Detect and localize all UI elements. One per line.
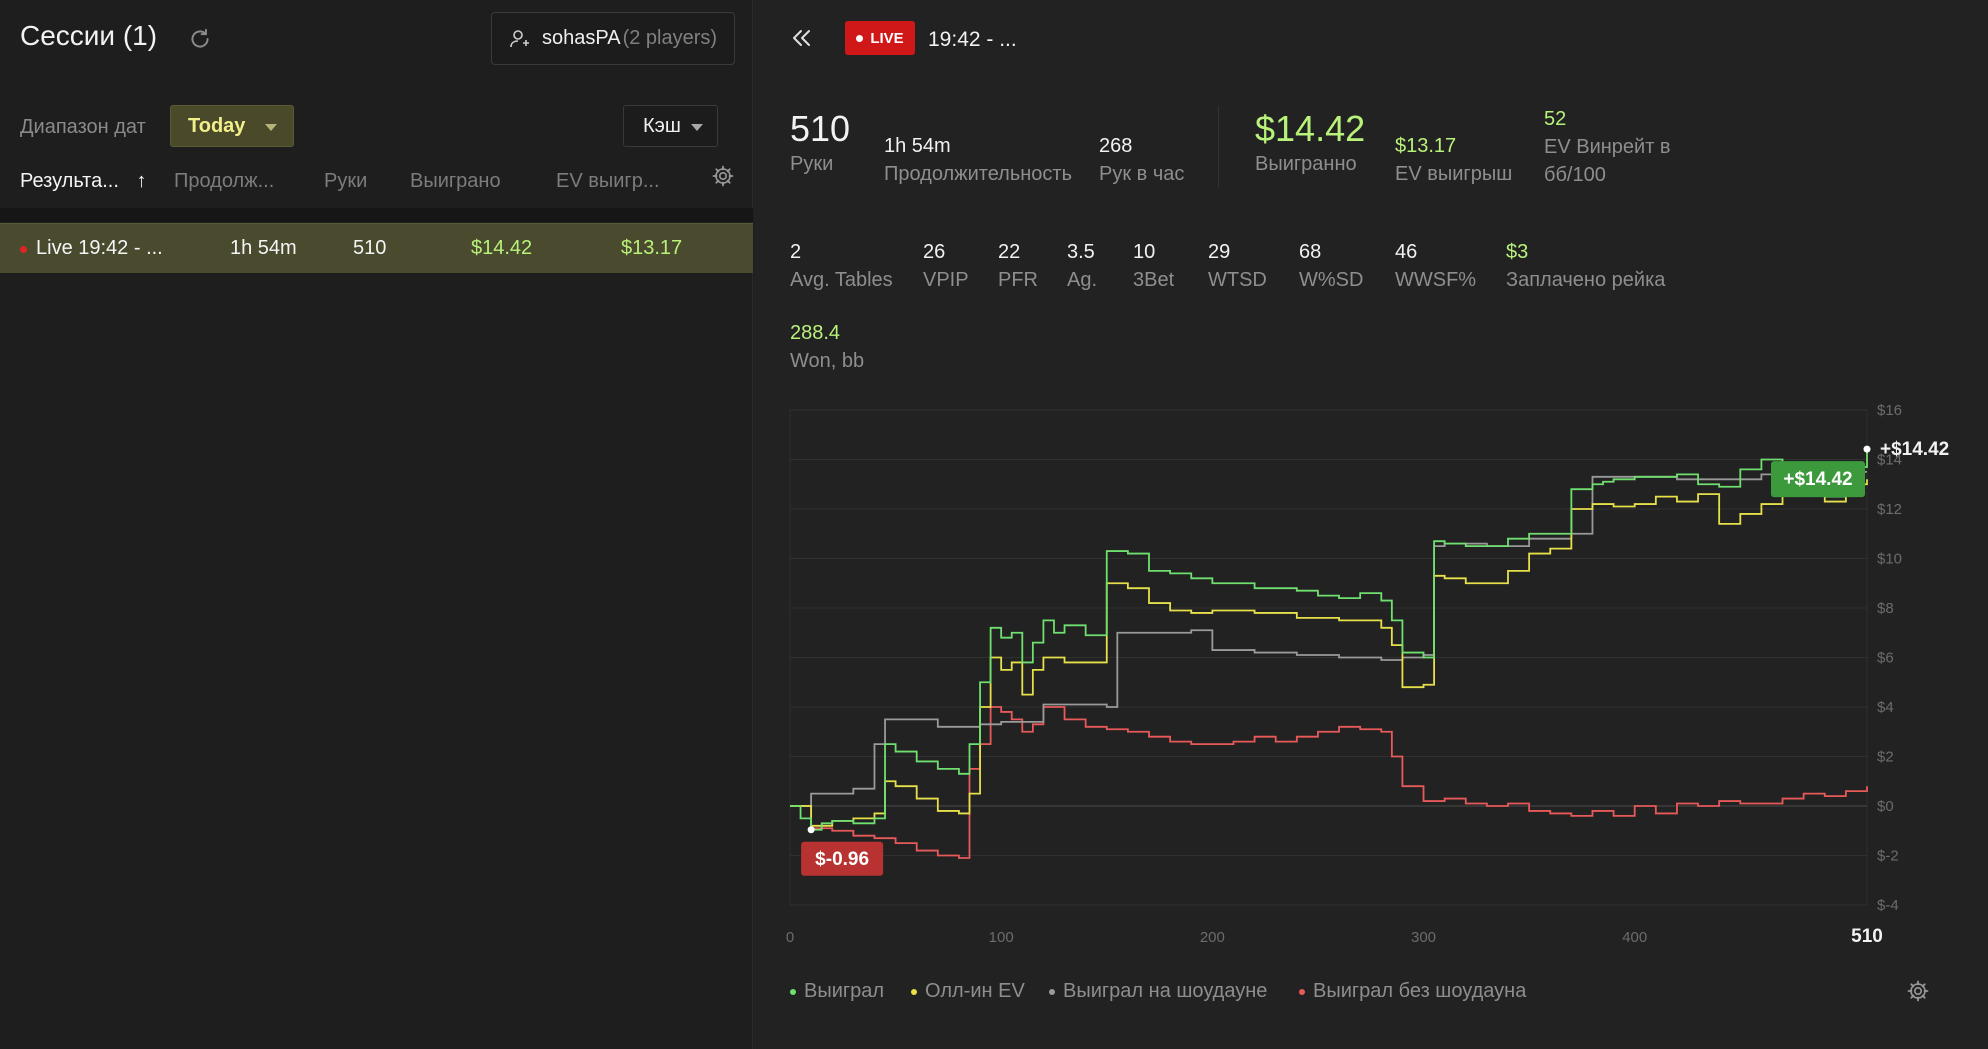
stat-ev-winrate: 52 EV Винрейт в бб/100 xyxy=(1544,108,1671,186)
min-label-box xyxy=(801,841,884,876)
sessions-title: Сессии (1) xyxy=(20,20,158,51)
column-header-duration[interactable]: Продолж... xyxy=(174,170,275,192)
min-point xyxy=(807,826,815,834)
series-line xyxy=(790,449,1868,831)
legend-dot-icon xyxy=(1299,988,1305,995)
max-label-box xyxy=(1771,461,1865,498)
chevron-down-icon xyxy=(265,124,277,131)
y-tick-label: $16 xyxy=(1877,402,1902,419)
legend-dot-icon xyxy=(1049,988,1055,995)
legend-item-allin-ev[interactable]: Олл-ин EV xyxy=(911,980,1025,1003)
x-tick-label: 300 xyxy=(1411,929,1436,946)
stat-pfr: 22 PFR xyxy=(998,241,1038,291)
collapse-icon[interactable] xyxy=(790,28,814,48)
x-tick-label: 100 xyxy=(989,929,1014,946)
player-count: (2 players) xyxy=(622,27,718,49)
series-line xyxy=(790,468,1868,827)
legend-item-won[interactable]: Выиграл xyxy=(790,980,884,1003)
stat-hands: 510 Руки xyxy=(790,108,851,175)
stat-hands-per-hour: 268 Рук в час xyxy=(1099,135,1185,185)
y-tick-label: $6 xyxy=(1877,650,1894,667)
stat-vpip: 26 VPIP xyxy=(923,241,969,291)
stat-ev-won: $13.17 EV выигрыш xyxy=(1395,135,1513,185)
chart-settings-gear-icon[interactable] xyxy=(1906,979,1930,1003)
player-name: sohasPA xyxy=(542,27,621,49)
column-header-result[interactable]: Результа... ↑ xyxy=(20,170,147,192)
y-tick-label: $0 xyxy=(1877,798,1894,815)
end-point xyxy=(1863,445,1871,453)
date-range-label: Диапазон дат xyxy=(20,116,146,138)
session-duration: 1h 54m xyxy=(230,237,297,259)
y-tick-label: $14 xyxy=(1877,452,1902,469)
stat-wwsf: 46 WWSF% xyxy=(1395,241,1477,291)
header-divider xyxy=(0,208,753,222)
game-type-dropdown[interactable]: Кэш xyxy=(623,105,718,147)
table-row[interactable]: Live 19:42 - ... 1h 54m 510 $14.42 $13.1… xyxy=(0,223,753,273)
y-tick-label: $-4 xyxy=(1877,897,1899,914)
profit-chart[interactable]: $-4 $-2 $0 $2 $4 $6 $8 $10 $12 $14 $16 0 100 200 300 40… xyxy=(754,400,1988,960)
column-header-hands[interactable]: Руки xyxy=(324,170,368,192)
min-label: $-0.96 xyxy=(815,849,869,870)
chevron-down-icon xyxy=(691,124,703,131)
player-selector[interactable]: sohasPA (2 players) xyxy=(491,12,735,65)
y-tick-label: $2 xyxy=(1877,749,1894,766)
y-tick-label: $10 xyxy=(1877,551,1902,568)
x-tick-label: 200 xyxy=(1200,929,1225,946)
series-line xyxy=(790,470,1867,807)
x-tick-label: 400 xyxy=(1622,929,1647,946)
legend-item-won-showdown[interactable]: Выиграл на шоудауне xyxy=(1049,980,1267,1003)
max-label: +$14.42 xyxy=(1783,469,1852,490)
refresh-icon[interactable] xyxy=(187,26,213,52)
profit-chart-svg[interactable]: $-4 $-2 $0 $2 $4 $6 $8 $10 $12 $14 $16 0 100 200 300 40… xyxy=(754,400,1988,960)
live-dot-icon xyxy=(856,34,864,42)
column-header-won[interactable]: Выиграно xyxy=(410,170,501,192)
gear-icon[interactable] xyxy=(711,164,735,188)
y-tick-label: $12 xyxy=(1877,501,1902,518)
session-ev-won: $13.17 xyxy=(621,237,683,259)
user-icon xyxy=(510,29,529,47)
sort-arrow-icon: ↑ xyxy=(136,170,147,192)
series-line xyxy=(790,706,1868,859)
date-range-dropdown[interactable]: Today xyxy=(170,105,294,147)
stat-won-bb: 288.4 Won, bb xyxy=(790,322,865,372)
live-dot-icon xyxy=(20,246,27,253)
column-header-ev-won[interactable]: EV выигр... xyxy=(556,170,660,192)
legend-dot-icon xyxy=(911,988,917,995)
date-range-value: Today xyxy=(188,114,246,137)
stat-3bet: 10 3Bet xyxy=(1133,241,1175,291)
live-badge: LIVE xyxy=(845,21,915,55)
summary-divider xyxy=(1218,106,1219,188)
session-detail-panel: LIVE 19:42 - ... 510 Руки 1h 54m Продолж… xyxy=(754,0,1988,1049)
sessions-panel: Сессии (1) sohasPA (2 players) Диапазон … xyxy=(0,0,753,1049)
y-tick-label: $8 xyxy=(1877,600,1894,617)
stat-aggression: 3.5 Ag. xyxy=(1067,241,1098,291)
session-title: 19:42 - ... xyxy=(928,28,1017,51)
game-type-value: Кэш xyxy=(643,114,681,137)
y-tick-label: $-2 xyxy=(1877,848,1899,865)
stat-avg-tables: 2 Avg. Tables xyxy=(790,241,893,291)
x-tick-label: 510 xyxy=(1851,926,1883,947)
stat-won: $14.42 Выигранно xyxy=(1255,108,1366,175)
x-tick-label: 0 xyxy=(786,929,794,946)
end-value-label: +$14.42 xyxy=(1880,439,1949,460)
session-name: Live 19:42 - ... xyxy=(36,237,163,259)
stat-wsd: 68 W%SD xyxy=(1299,241,1364,291)
y-tick-label: $4 xyxy=(1877,699,1894,716)
legend-dot-icon xyxy=(790,988,796,995)
session-hands: 510 xyxy=(353,237,387,259)
stat-duration: 1h 54m Продолжительность xyxy=(884,135,1072,185)
session-won: $14.42 xyxy=(471,237,533,259)
stat-wtsd: 29 WTSD xyxy=(1208,241,1267,291)
stat-rake: $3 Заплачено рейка xyxy=(1506,241,1666,291)
legend-item-won-no-showdown[interactable]: Выиграл без шоудауна xyxy=(1299,980,1526,1003)
